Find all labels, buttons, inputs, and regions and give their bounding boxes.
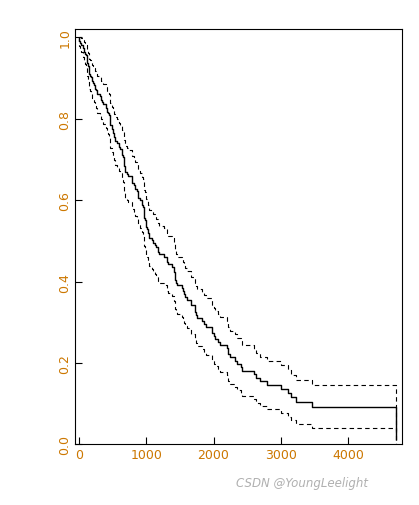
Text: CSDN @YoungLeelight: CSDN @YoungLeelight — [235, 476, 368, 489]
